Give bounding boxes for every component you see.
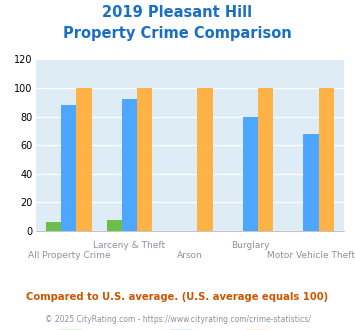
- Text: Arson: Arson: [177, 251, 203, 260]
- Bar: [197, 88, 213, 231]
- Text: Property Crime Comparison: Property Crime Comparison: [63, 26, 292, 41]
- Bar: [46, 222, 61, 231]
- Legend: Pleasant Hill, Illinois, National: Pleasant Hill, Illinois, National: [55, 326, 325, 330]
- Bar: [319, 88, 334, 231]
- Text: All Property Crime: All Property Crime: [28, 251, 110, 260]
- Bar: [137, 88, 152, 231]
- Bar: [122, 99, 137, 231]
- Bar: [304, 134, 319, 231]
- Bar: [243, 116, 258, 231]
- Bar: [258, 88, 273, 231]
- Text: Compared to U.S. average. (U.S. average equals 100): Compared to U.S. average. (U.S. average …: [26, 292, 329, 302]
- Bar: [106, 219, 122, 231]
- Text: Burglary: Burglary: [231, 241, 270, 250]
- Bar: [61, 105, 76, 231]
- Text: 2019 Pleasant Hill: 2019 Pleasant Hill: [103, 5, 252, 20]
- Bar: [76, 88, 92, 231]
- Text: Motor Vehicle Theft: Motor Vehicle Theft: [267, 251, 355, 260]
- Text: Larceny & Theft: Larceny & Theft: [93, 241, 165, 250]
- Text: © 2025 CityRating.com - https://www.cityrating.com/crime-statistics/: © 2025 CityRating.com - https://www.city…: [45, 315, 310, 324]
